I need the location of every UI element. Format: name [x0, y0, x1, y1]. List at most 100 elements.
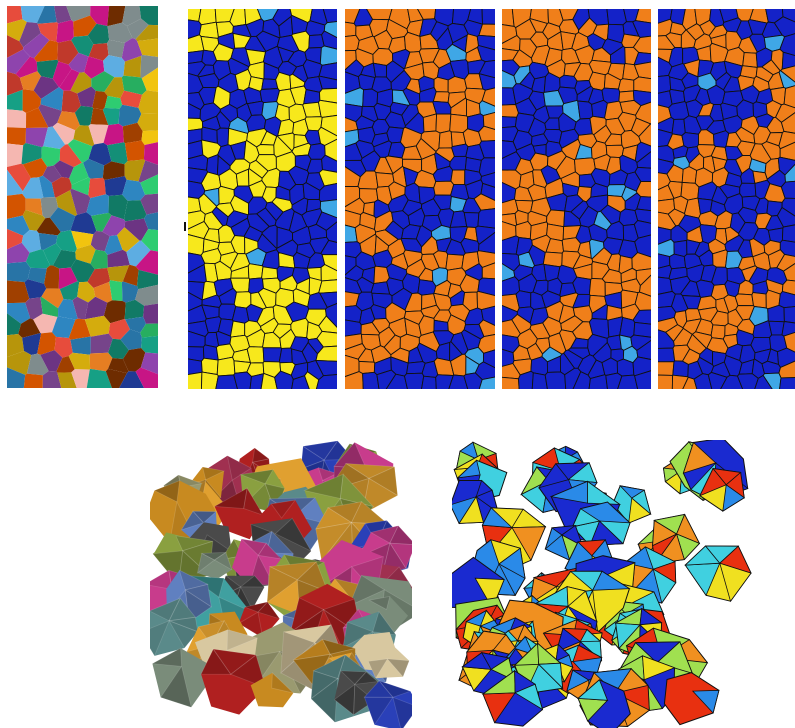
grain-cell: [122, 264, 139, 286]
grain-cell: [52, 249, 76, 269]
field-map-1-graphic: [188, 9, 337, 389]
field-cell: [275, 71, 292, 92]
field-cell: [345, 305, 363, 323]
grain-cell: [87, 268, 111, 288]
field-cell: [561, 237, 582, 253]
grain-cell: [102, 107, 120, 126]
field-cell: [588, 277, 606, 297]
grain-cell: [108, 319, 130, 340]
field-map-3: [502, 9, 651, 389]
grain-cell: [59, 69, 80, 91]
grain-solid: [663, 672, 720, 726]
grain-cell: [7, 334, 24, 358]
grain-cell: [56, 356, 75, 373]
field-cell: [319, 45, 337, 66]
field-cell: [779, 377, 795, 389]
grain-cell: [70, 259, 95, 283]
field-cell: [201, 371, 219, 389]
grain-solid: [150, 597, 199, 657]
field-cell: [322, 9, 337, 24]
grain-cell: [7, 143, 24, 168]
grain-cell: [122, 6, 142, 26]
grain-cell: [124, 200, 147, 222]
grain-cell: [56, 230, 77, 253]
field-cell: [318, 75, 337, 90]
grain-cell: [122, 179, 146, 201]
field-cell: [404, 372, 425, 389]
field-cell: [233, 291, 252, 309]
grain-cell: [40, 350, 63, 372]
grain-solid: [367, 643, 410, 680]
field-cell: [577, 100, 594, 120]
grain-solid: [699, 467, 745, 512]
grain-solid: [200, 648, 267, 715]
grain-solid: [232, 538, 283, 587]
field-cell: [634, 234, 651, 258]
field-cell: [362, 88, 379, 108]
grain-cell: [27, 267, 47, 284]
grain-cell: [121, 75, 147, 95]
field-cell: [780, 180, 795, 199]
grain-solid: [684, 545, 752, 603]
grain-cell: [103, 300, 126, 324]
grain-cell: [124, 159, 146, 182]
grain-cell: [59, 144, 82, 168]
grain-cell: [117, 227, 140, 252]
field-cell: [567, 347, 591, 360]
grain-cell: [41, 146, 61, 167]
grain-cell: [72, 296, 89, 320]
field-cell: [318, 279, 337, 294]
field-cell: [559, 74, 578, 89]
grain-cell: [39, 175, 55, 198]
field-cell: [634, 9, 651, 24]
field-cell: [372, 62, 388, 78]
field-cell: [315, 374, 337, 389]
field-cell: [781, 224, 795, 243]
field-cell: [616, 358, 635, 377]
grain-cell: [83, 158, 105, 179]
grain-cell: [52, 316, 76, 338]
grain-cell: [33, 313, 58, 334]
grain-cell: [19, 71, 41, 91]
field-map-4-graphic: [658, 9, 795, 389]
field-cell: [325, 303, 337, 328]
field-cell: [479, 140, 495, 159]
grain-cell: [89, 352, 113, 372]
field-cell: [261, 266, 279, 280]
grain-cell: [90, 108, 109, 125]
grain-cell: [41, 288, 64, 309]
grain-cell: [25, 198, 43, 216]
field-cell: [638, 123, 651, 147]
grain-cell: [67, 139, 93, 163]
field-cell: [781, 279, 795, 296]
grain-cell: [21, 230, 41, 253]
grain-cell: [122, 348, 146, 372]
field-cell: [315, 345, 337, 362]
field-cell: [606, 9, 627, 26]
field-cell: [307, 143, 326, 160]
grain-cell: [7, 351, 32, 375]
grain-cell: [126, 240, 151, 267]
grain-cell: [38, 104, 62, 128]
grain-cell: [107, 265, 129, 283]
grain-cell: [124, 218, 149, 241]
grain-cell: [90, 249, 108, 270]
grain-cell: [71, 369, 90, 388]
grain-cell: [55, 190, 78, 216]
grain-cell: [104, 176, 127, 196]
grain-cell: [37, 332, 56, 355]
grain-cell: [118, 104, 142, 127]
field-cell: [261, 78, 279, 90]
grain-cell: [26, 249, 50, 269]
field-cell: [262, 347, 283, 363]
grain-cell: [68, 318, 91, 340]
field-cell: [634, 208, 651, 224]
grain-cell: [141, 67, 158, 92]
grain-cell: [7, 313, 22, 336]
field-cell: [778, 70, 795, 89]
grain-cell: [141, 130, 158, 145]
grain-solid: [196, 551, 233, 580]
field-cell: [463, 212, 480, 228]
grain-cell: [122, 122, 143, 144]
field-cell: [633, 76, 651, 93]
